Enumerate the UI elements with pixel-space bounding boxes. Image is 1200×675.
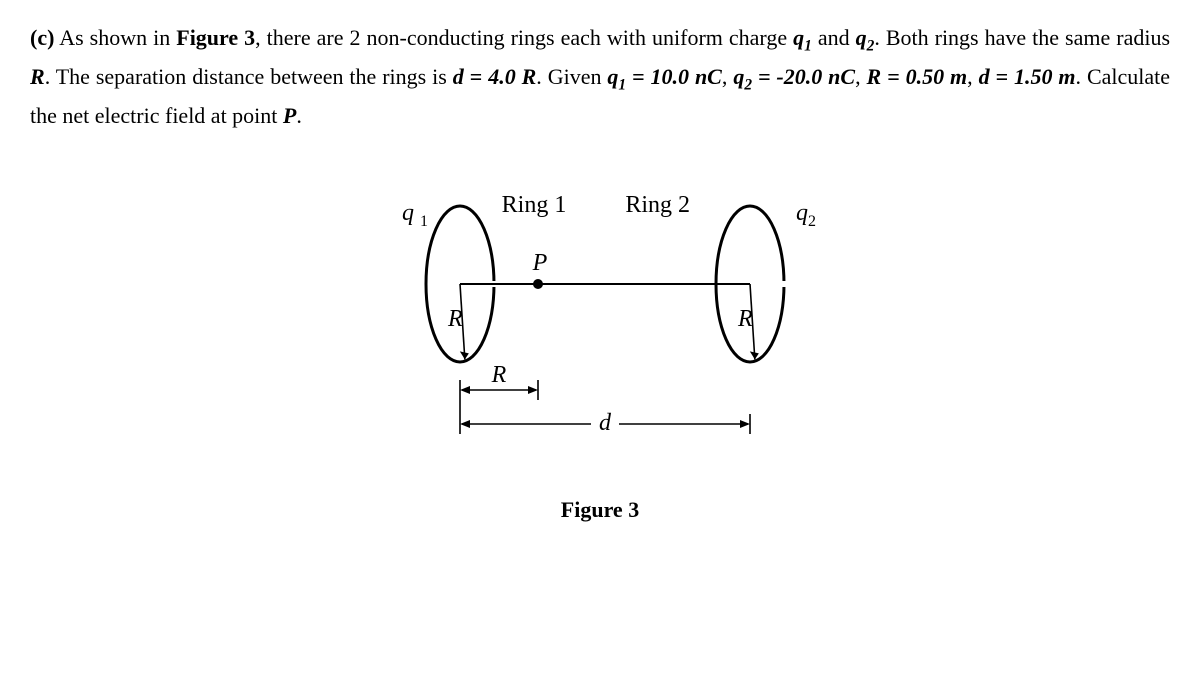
text-segment: . Both rings have the same radius	[874, 25, 1170, 50]
svg-text:Ring 2: Ring 2	[625, 192, 690, 218]
svg-text:R: R	[491, 362, 507, 388]
svg-text:R: R	[737, 306, 753, 332]
var-P: P	[283, 103, 296, 128]
text-segment: and	[818, 25, 856, 50]
sep: ,	[967, 64, 978, 89]
problem-label: (c)	[30, 25, 54, 50]
var-q1-sub: 1	[804, 37, 812, 54]
var-q2-eq: q	[733, 64, 744, 89]
val-d2: d = 1.50 m	[979, 64, 1076, 89]
svg-text:R: R	[447, 306, 463, 332]
val-q2: = -20.0 nC	[752, 64, 855, 89]
var-d: d	[453, 64, 464, 89]
text-segment: .	[296, 103, 302, 128]
val-d: 4.0 R	[488, 64, 536, 89]
var-q1-eq-sub: 1	[618, 76, 626, 93]
svg-text:Ring 1: Ring 1	[502, 192, 567, 218]
text-segment: electric field at point	[95, 103, 283, 128]
text-segment: . The separation distance between the ri…	[45, 64, 447, 89]
figure-diagram: Ring 1Ring 2q1q2PRRRd	[350, 164, 850, 474]
sep: ,	[855, 64, 866, 89]
svg-text:1: 1	[420, 213, 428, 230]
text-segment: As shown in	[59, 25, 176, 50]
problem-statement: (c) As shown in Figure 3, there are 2 no…	[30, 20, 1170, 134]
sep: ,	[722, 64, 733, 89]
text-segment: =	[464, 64, 488, 89]
svg-text:2: 2	[808, 213, 816, 230]
svg-text:P: P	[532, 250, 548, 276]
val-q1: = 10.0 nC	[626, 64, 722, 89]
text-segment: . Given	[536, 64, 607, 89]
figure-container: Ring 1Ring 2q1q2PRRRd Figure 3	[30, 164, 1170, 528]
figure-reference: Figure 3	[176, 25, 255, 50]
var-q2-eq-sub: 2	[744, 76, 752, 93]
val-R: R = 0.50 m	[867, 64, 968, 89]
var-q1-eq: q	[607, 64, 618, 89]
var-q2: q	[856, 25, 867, 50]
svg-text:q: q	[402, 200, 414, 226]
svg-text:d: d	[599, 410, 612, 436]
figure-caption: Figure 3	[561, 492, 639, 528]
svg-text:q: q	[796, 200, 808, 226]
text-segment: , there are 2 non-conducting rings each …	[255, 25, 793, 50]
var-q1: q	[793, 25, 804, 50]
var-R: R	[30, 64, 45, 89]
